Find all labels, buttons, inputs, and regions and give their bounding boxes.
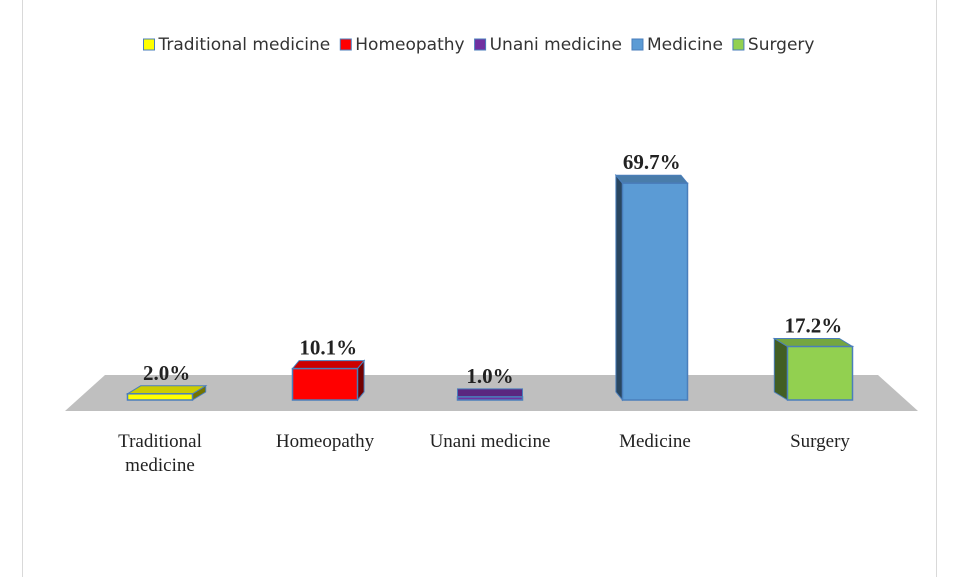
bar xyxy=(614,173,689,402)
x-tick-label: Surgery xyxy=(790,431,850,452)
legend-label: Medicine xyxy=(647,35,723,55)
chart-border xyxy=(22,0,937,577)
bar-side xyxy=(773,337,788,401)
bar-front xyxy=(786,345,854,401)
legend-label: Homeopathy xyxy=(355,35,464,55)
bar-top xyxy=(772,338,855,348)
legend-label: Unani medicine xyxy=(490,35,622,55)
bar-front xyxy=(456,396,524,401)
value-label: 1.0% xyxy=(466,364,513,388)
legend-swatch xyxy=(339,38,352,51)
legend-swatch xyxy=(474,38,487,51)
bar xyxy=(772,337,855,401)
bar xyxy=(125,384,208,401)
x-tick-label: Homeopathy xyxy=(275,431,375,452)
value-label: 10.1% xyxy=(299,336,357,360)
legend-swatch xyxy=(732,38,745,51)
value-label: 17.2% xyxy=(785,314,843,338)
legend-label: Traditional medicine xyxy=(158,35,331,55)
bar-top xyxy=(614,174,689,184)
legend-swatch xyxy=(631,38,644,51)
bar xyxy=(291,359,366,402)
bar-front xyxy=(126,393,194,401)
x-tick-label: Medicine xyxy=(619,431,691,452)
bar-side xyxy=(615,173,623,402)
bar-front xyxy=(621,182,689,401)
bar-top xyxy=(125,385,208,395)
x-tick-label: Traditional medicine xyxy=(118,431,202,476)
value-label: 2.0% xyxy=(143,361,190,385)
bar-front xyxy=(291,367,359,401)
value-label: 69.7% xyxy=(623,150,681,174)
legend-label: Surgery xyxy=(748,35,815,55)
bar xyxy=(456,388,524,401)
legend-swatch xyxy=(143,38,156,51)
bar-top xyxy=(457,388,523,398)
bar-top xyxy=(291,360,366,370)
x-tick-label: Unani medicine xyxy=(429,431,551,452)
legend: Traditional medicine Homeopathy Unani medi… xyxy=(143,35,815,55)
